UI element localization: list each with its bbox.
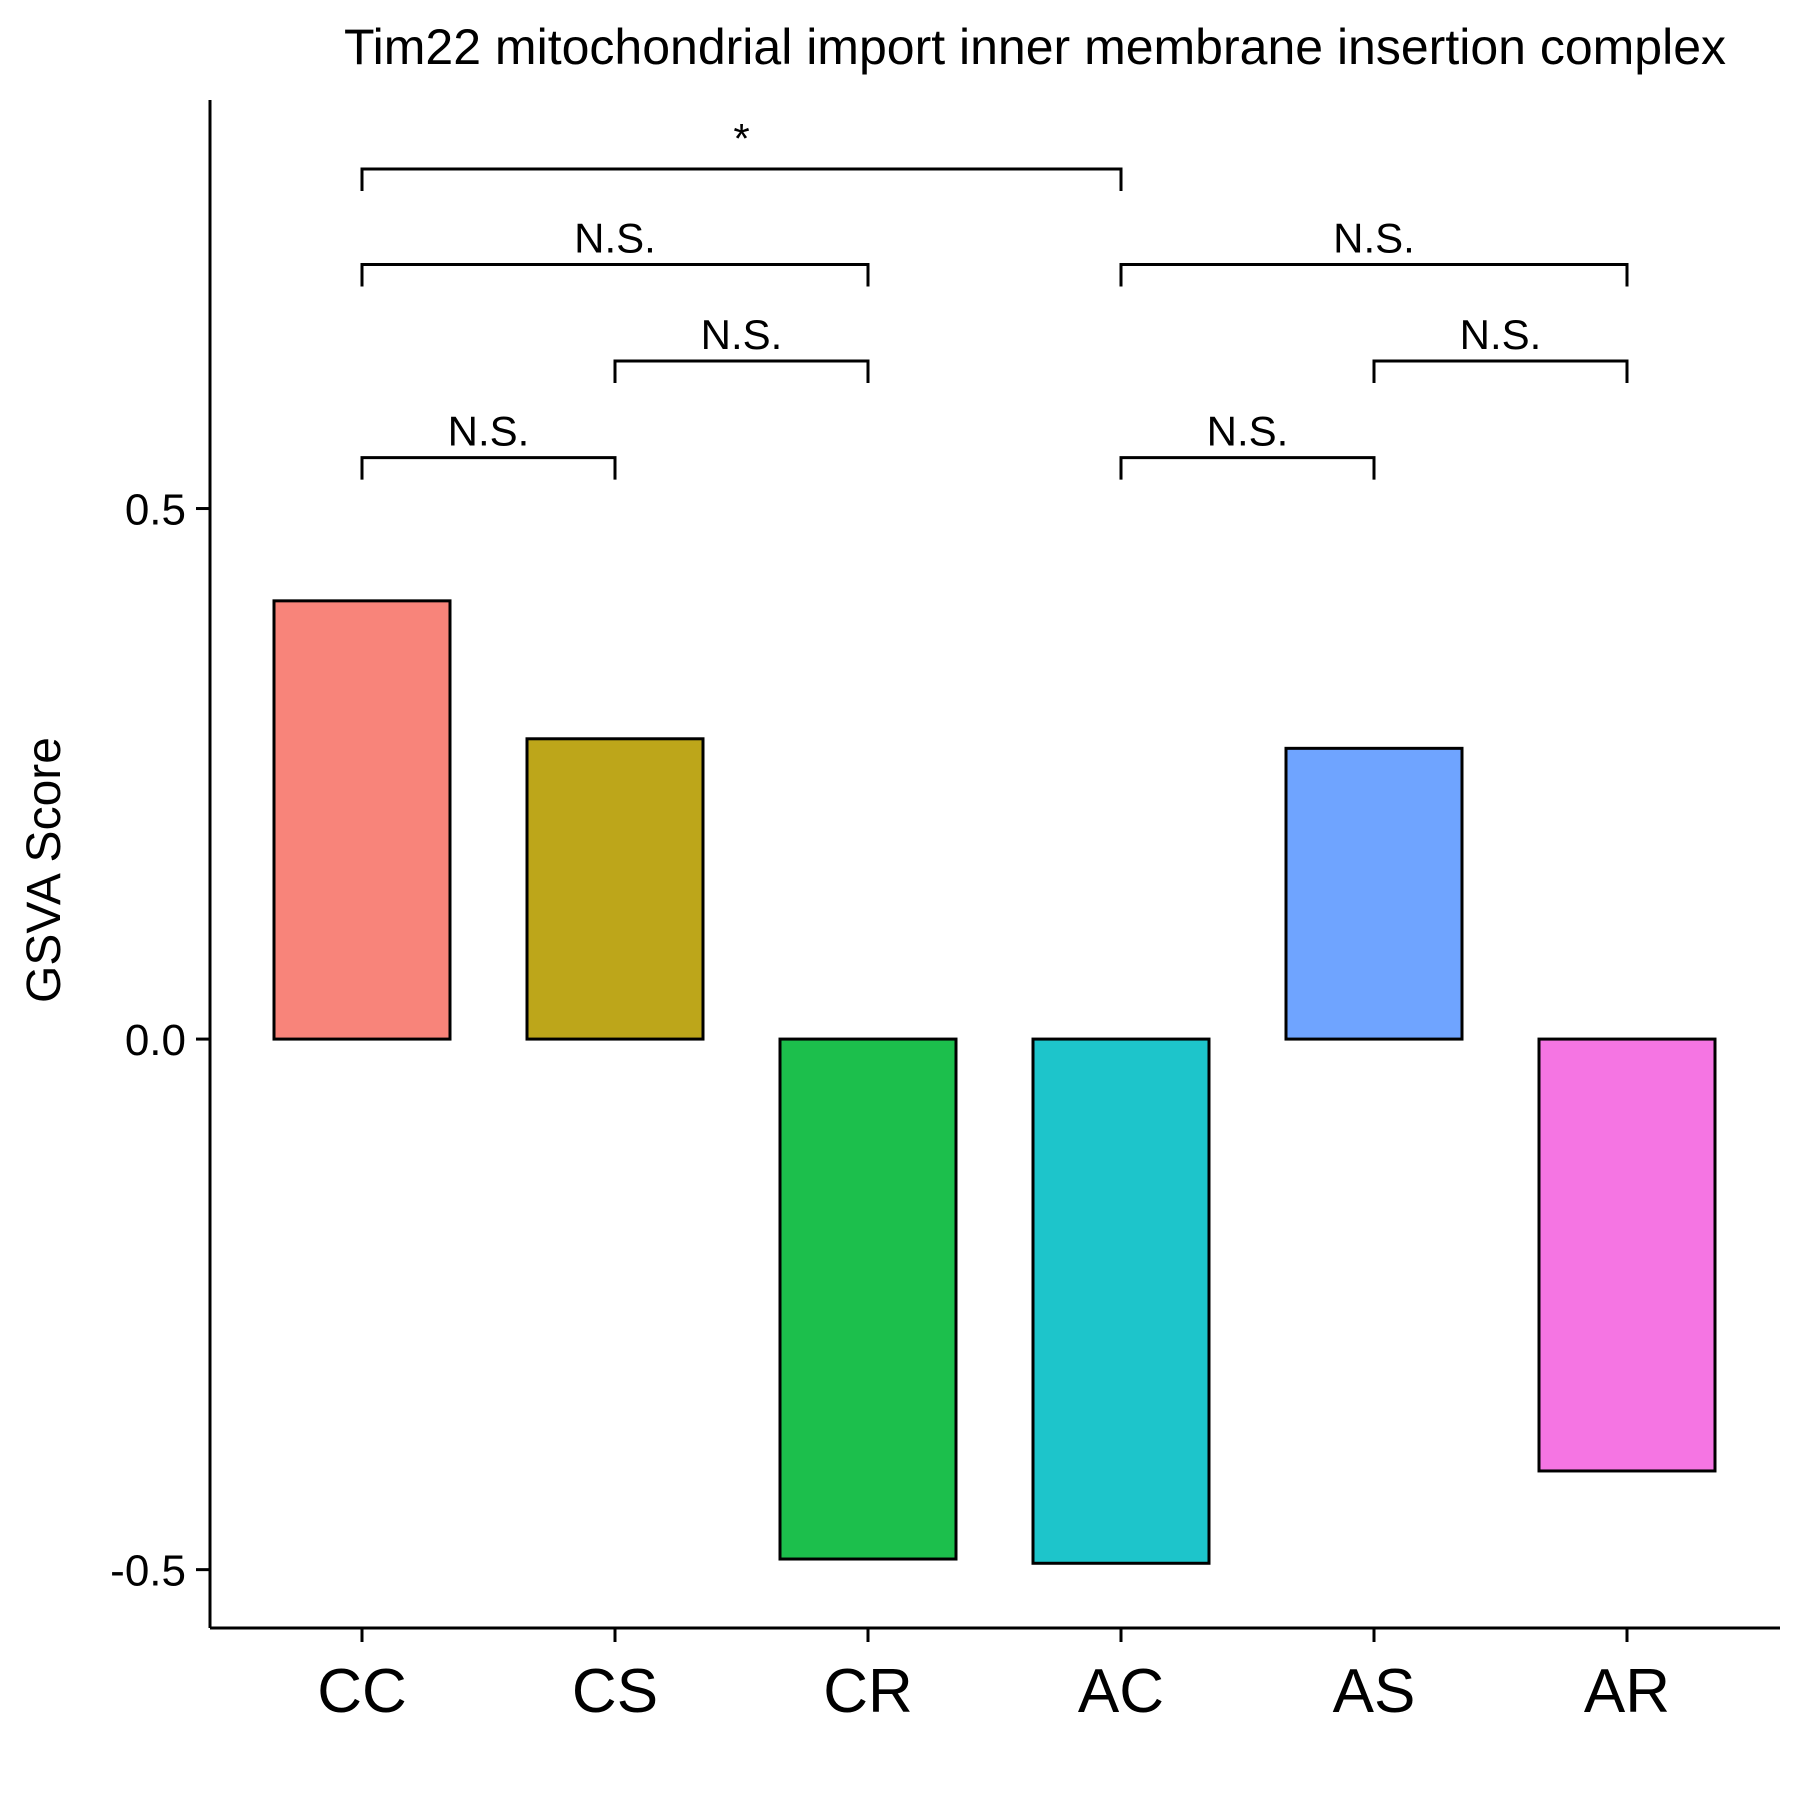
significance-bracket: [613, 359, 870, 384]
x-tick-label-ar: AR: [1584, 1657, 1670, 1726]
bar-cr: [778, 1037, 958, 1561]
significance-label: *: [733, 115, 749, 162]
x-tick-label-cs: CS: [572, 1657, 658, 1726]
axes: 0.5 0.0 -0.5 CC CS CR AC AS AR: [110, 100, 1780, 1726]
x-tick-label-cr: CR: [823, 1657, 913, 1726]
bar-ac: [1031, 1037, 1211, 1565]
significance-bracket: [360, 262, 870, 287]
bar-cc: [272, 599, 452, 1041]
bar-cs: [525, 737, 705, 1041]
significance-label: N.S.: [1460, 311, 1542, 358]
significance-label: N.S.: [1333, 214, 1415, 261]
x-tick-label-ac: AC: [1078, 1657, 1164, 1726]
significance-bracket: [360, 456, 617, 480]
bars-group: [272, 599, 1717, 1565]
significance-label: N.S.: [574, 214, 656, 261]
y-tick-label: -0.5: [110, 1547, 186, 1596]
significance-brackets: N.S. N.S. N.S. * N.S. N.S. N.S.: [360, 115, 1629, 480]
significance-label: N.S.: [701, 311, 783, 358]
chart-title: Tim22 mitochondrial import inner membran…: [344, 19, 1726, 75]
significance-bracket: [1119, 456, 1376, 480]
y-tick-label: 0.5: [125, 486, 186, 535]
significance-label: N.S.: [1207, 408, 1289, 455]
significance-bracket: [1119, 262, 1629, 287]
x-tick-label-cc: CC: [317, 1657, 407, 1726]
y-tick-label: 0.0: [125, 1016, 186, 1065]
significance-bracket: [360, 167, 1123, 191]
bar-ar: [1537, 1037, 1717, 1473]
significance-bracket: [1372, 359, 1629, 384]
y-axis-label: GSVA Score: [18, 737, 71, 1003]
x-tick-label-as: AS: [1333, 1657, 1416, 1726]
significance-label: N.S.: [448, 408, 530, 455]
bar-as: [1284, 746, 1464, 1041]
